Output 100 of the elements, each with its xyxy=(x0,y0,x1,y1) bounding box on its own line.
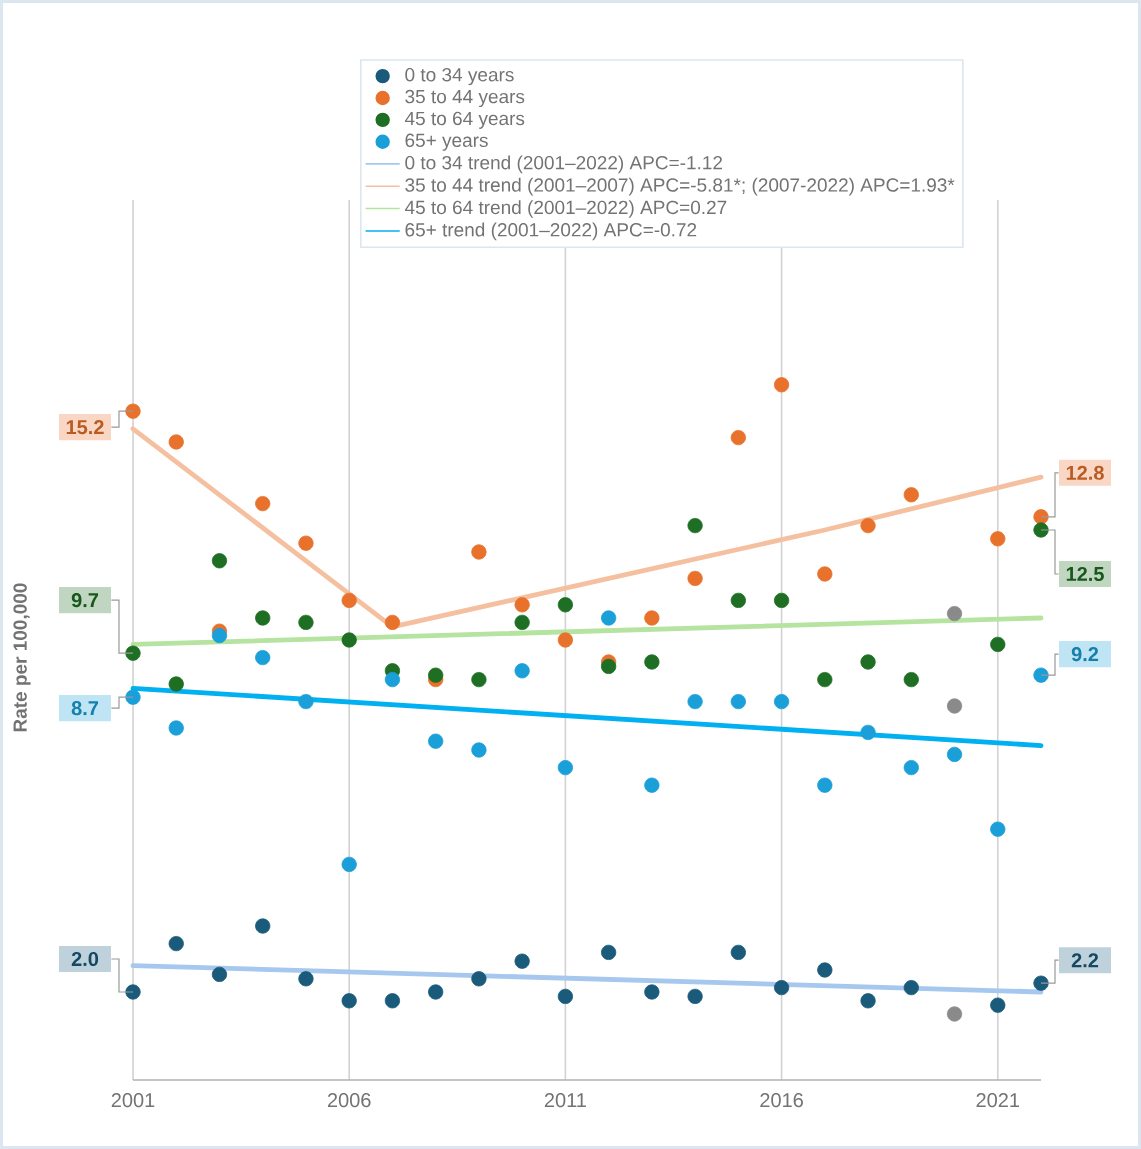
point xyxy=(384,671,401,688)
x-tick-label: 2011 xyxy=(544,1093,586,1108)
point xyxy=(773,377,790,393)
point xyxy=(903,979,919,996)
point xyxy=(860,517,876,534)
point xyxy=(341,993,357,1009)
point xyxy=(773,979,790,996)
point xyxy=(255,918,271,934)
point xyxy=(601,658,617,674)
point xyxy=(687,517,703,534)
point xyxy=(730,592,746,608)
point xyxy=(730,693,746,710)
data-label: 8.7 xyxy=(71,701,99,716)
point xyxy=(384,614,401,630)
point xyxy=(860,993,876,1009)
legend-label: 65+ years xyxy=(405,133,488,151)
point xyxy=(211,627,228,644)
point xyxy=(125,645,141,661)
point xyxy=(644,654,660,670)
point xyxy=(168,676,184,692)
point xyxy=(990,997,1006,1013)
point xyxy=(817,777,833,793)
point xyxy=(168,434,184,450)
point xyxy=(860,654,876,670)
point xyxy=(990,636,1006,652)
point xyxy=(946,1006,963,1022)
legend-label: 35 to 44 trend (2001–2007) APC=-5.81*; (2007-2022) APC=1.93* xyxy=(405,177,955,196)
point xyxy=(644,984,660,1000)
point xyxy=(946,605,963,622)
point xyxy=(125,403,141,419)
data-label: 15.2 xyxy=(66,420,104,435)
x-tick-label: 2016 xyxy=(760,1093,803,1108)
point xyxy=(471,742,487,758)
point xyxy=(168,720,184,736)
point xyxy=(471,544,487,560)
point xyxy=(557,759,573,776)
data-label: 12.8 xyxy=(1066,465,1104,480)
point xyxy=(601,610,617,626)
point xyxy=(341,592,357,608)
point xyxy=(514,663,530,679)
legend-label: 45 to 64 trend (2001–2022) APC=0.27 xyxy=(404,200,727,218)
point xyxy=(514,597,530,613)
point xyxy=(298,614,314,630)
point xyxy=(428,667,444,683)
legend-label: 0 to 34 years xyxy=(405,67,514,86)
x-tick-label: 2006 xyxy=(327,1093,371,1108)
point xyxy=(730,429,746,446)
data-label: 2.2 xyxy=(1071,953,1099,968)
point xyxy=(255,649,271,666)
legend-label: 35 to 44 years xyxy=(405,89,525,108)
point xyxy=(125,689,141,705)
point xyxy=(773,592,790,608)
point xyxy=(211,966,228,982)
legend-label: 45 to 64 years xyxy=(404,111,525,129)
point xyxy=(687,570,703,586)
point xyxy=(903,671,919,688)
point xyxy=(168,935,184,952)
point xyxy=(341,856,357,872)
point xyxy=(471,971,487,987)
data-label: 2.0 xyxy=(71,951,99,967)
point xyxy=(557,632,573,648)
point xyxy=(773,693,790,710)
point xyxy=(946,698,963,714)
point xyxy=(211,553,228,569)
point xyxy=(557,988,573,1004)
point xyxy=(514,614,530,630)
point xyxy=(298,693,314,710)
point xyxy=(471,671,487,688)
point xyxy=(1033,975,1049,991)
x-tick-label: 2021 xyxy=(976,1093,1020,1108)
point xyxy=(428,733,444,749)
point xyxy=(428,984,444,1000)
legend-label: 0 to 34 trend (2001–2022) APC=-1.12 xyxy=(405,155,723,174)
data-label: 9.2 xyxy=(1071,647,1099,662)
point xyxy=(601,944,617,960)
point xyxy=(514,953,530,969)
point xyxy=(557,597,573,613)
point xyxy=(384,993,401,1009)
point xyxy=(255,495,271,512)
point xyxy=(817,962,833,978)
x-tick-label: 2001 xyxy=(111,1093,155,1108)
point xyxy=(903,759,919,776)
point xyxy=(990,821,1006,837)
point xyxy=(644,610,660,626)
point xyxy=(341,632,357,648)
legend-label: 65+ trend (2001–2022) APC=-0.72 xyxy=(405,222,697,241)
y-axis-title: Rate per 100,000 xyxy=(13,583,31,732)
point xyxy=(644,777,660,793)
point xyxy=(817,566,833,582)
point xyxy=(298,971,314,987)
point xyxy=(730,944,746,960)
point xyxy=(687,693,703,710)
point xyxy=(903,487,919,503)
point xyxy=(255,610,271,626)
point xyxy=(990,531,1006,547)
data-label: 9.7 xyxy=(71,593,99,608)
point xyxy=(298,535,314,551)
point xyxy=(860,724,876,740)
point xyxy=(817,671,833,688)
point xyxy=(687,988,703,1004)
